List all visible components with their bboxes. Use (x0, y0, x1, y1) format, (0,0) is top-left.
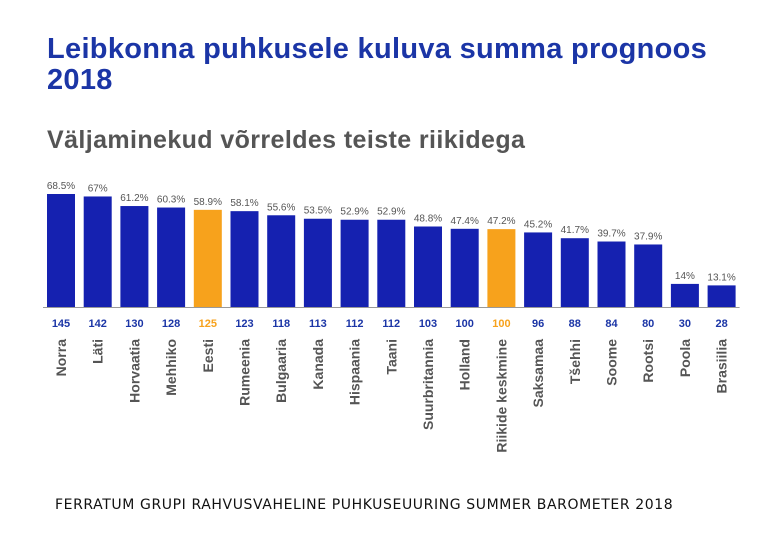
category-label: Bulgaaria (273, 339, 289, 403)
index-value: 80 (642, 318, 654, 330)
category-label: Kanada (310, 339, 326, 390)
category-label: Saksamaa (530, 339, 546, 408)
category-label: Taani (383, 339, 399, 375)
bar-19 (707, 285, 736, 307)
category-label: Hispaania (347, 339, 363, 405)
category-label: Holland (457, 339, 473, 390)
index-value: 123 (235, 318, 253, 330)
data-label: 61.2% (120, 193, 148, 204)
data-label: 48.8% (414, 213, 442, 224)
bar-13 (487, 229, 516, 307)
chart-title: Leibkonna puhkusele kuluva summa prognoo… (47, 33, 708, 96)
index-value: 128 (162, 318, 180, 330)
bar-2 (83, 196, 112, 307)
bar-9 (340, 219, 369, 307)
data-label: 58.9% (194, 197, 222, 208)
index-value: 112 (346, 318, 364, 330)
index-value: 88 (569, 318, 581, 330)
index-value: 28 (715, 318, 727, 330)
data-label: 37.9% (634, 231, 662, 242)
data-label: 39.7% (597, 229, 625, 240)
data-label: 60.3% (157, 195, 185, 206)
index-value: 118 (272, 318, 290, 330)
category-label: Poola (677, 339, 693, 377)
bar-1 (47, 194, 75, 307)
bar-12 (450, 228, 479, 307)
data-label: 47.4% (451, 216, 479, 227)
bar-7 (267, 215, 296, 307)
bar-17 (634, 244, 663, 307)
index-value: 30 (679, 318, 691, 330)
bar-10 (377, 219, 406, 307)
index-value: 113 (309, 318, 327, 330)
data-label: 52.9% (340, 207, 368, 218)
category-label: Eesti (200, 339, 216, 372)
category-label: Riikide keskmine (493, 339, 509, 453)
data-label: 41.7% (561, 225, 589, 236)
index-value: 145 (52, 318, 70, 330)
bar-3 (120, 206, 149, 307)
index-value: 112 (382, 318, 400, 330)
source-footer: FERRATUM GRUPI RAHVUSVAHELINE PUHKUSEUUR… (55, 497, 674, 513)
index-value: 130 (125, 318, 143, 330)
bar-8 (303, 218, 332, 307)
chart-subtitle: Väljaminekud võrreldes teiste riikidega (47, 126, 526, 154)
category-label: Suurbritannia (420, 339, 436, 430)
bar-5 (193, 209, 222, 307)
data-label: 67% (88, 183, 108, 194)
bar-4 (157, 207, 186, 307)
bar-15 (560, 238, 589, 307)
index-value: 125 (199, 318, 217, 330)
index-value: 100 (492, 318, 510, 330)
data-label: 52.9% (377, 207, 405, 218)
category-label: Mehhiko (163, 339, 179, 396)
data-label: 55.6% (267, 202, 295, 213)
bar-14 (524, 232, 553, 307)
category-label: Läti (90, 339, 106, 364)
index-value: 100 (456, 318, 474, 330)
data-label: 45.2% (524, 219, 552, 230)
index-value: 103 (419, 318, 437, 330)
category-label: Horvaatia (126, 339, 142, 403)
data-label: 47.2% (487, 216, 515, 227)
index-value: 96 (532, 318, 544, 330)
category-label: Rumeenia (237, 339, 253, 406)
data-label: 53.5% (304, 206, 332, 217)
data-label: 68.5% (47, 181, 75, 192)
category-label: Rootsi (640, 339, 656, 383)
bar-11 (414, 226, 442, 307)
category-label: Tšehhi (567, 339, 583, 384)
bar-18 (670, 283, 699, 307)
data-label: 58.1% (230, 198, 258, 209)
index-value: 84 (605, 318, 618, 330)
category-label: Brasiilia (714, 339, 730, 394)
data-label: 13.1% (707, 272, 735, 283)
category-label: Norra (53, 339, 69, 377)
category-label: Soome (604, 339, 620, 386)
bar-6 (230, 211, 259, 307)
data-label: 14% (675, 271, 695, 282)
bar-16 (597, 241, 626, 307)
index-value: 142 (89, 318, 107, 330)
